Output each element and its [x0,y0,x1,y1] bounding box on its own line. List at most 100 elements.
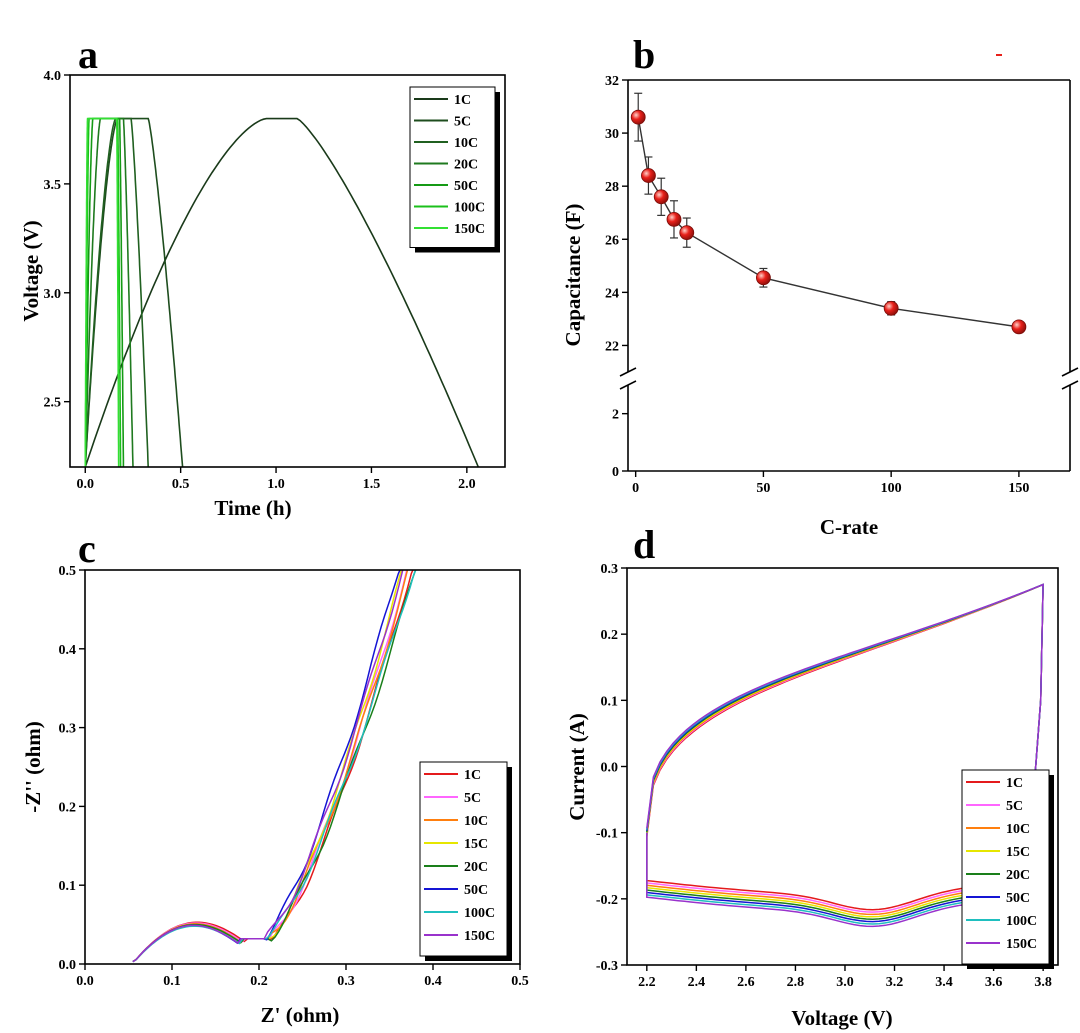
y-tick-label: 0.5 [59,564,77,579]
plot-frame [69,74,506,468]
x-tick-label: 3.2 [886,975,904,990]
data-point [756,270,771,286]
series-line-1C [84,117,480,467]
series-line-1C [132,570,414,963]
x-tick-label: 2.6 [737,975,755,990]
y-tick-label: 28 [605,180,619,195]
curves [84,117,480,467]
axis-break-mark [1061,380,1079,390]
y-tick-label: 30 [605,127,619,142]
legend-label-100C: 100C [464,906,495,921]
x-axis-label: C-rate [820,515,878,539]
y-tick-label: 4.0 [44,69,62,84]
axis-break-mark [619,380,637,390]
y-tick-label: 0.2 [59,800,77,815]
series-line-15C [132,570,403,963]
panel-c: 0.0 0.1 0.2 0.3 0.4 0.5 0.0 0.1 0.2 0.3 0.4 0.5 1C 5C… [21,526,529,1027]
x-tick-label: 3.6 [985,975,1003,990]
y-tick-label: 3.0 [44,287,62,302]
data-point [666,211,682,227]
series-line-20C [132,570,417,963]
series-line-5C [84,117,184,467]
panel-d: 2.2 2.4 2.6 2.8 3.0 3.2 3.4 3.6 3.8 -0.3 -0.2 -0.1 0… [565,522,1059,1030]
axis-break-mark [1061,367,1079,377]
series-line-150C [132,570,404,963]
data-point [1011,319,1027,335]
x-tick-label: 1.5 [363,477,381,492]
legend-box [419,761,508,957]
legend-label-1C: 1C [1006,776,1023,791]
x-tick-label: 3.4 [935,975,953,990]
x-axis-label: Time (h) [214,496,291,520]
legend-label-50C: 50C [464,883,488,898]
legend-label-20C: 20C [1006,868,1030,883]
panel-letter: a [78,32,98,77]
data-point [883,300,899,316]
legend-box [409,86,496,248]
x-tick-label: 0 [632,481,639,496]
y-tick-label: 2.5 [44,396,62,411]
x-tick-label: 3.8 [1034,975,1052,990]
series-line-150C [84,117,120,467]
y-tick-label: -0.3 [596,959,618,974]
y-tick-label: 0.1 [601,694,619,709]
x-tick-label: 0.0 [77,477,95,492]
y-tick-label: 0.0 [59,958,77,973]
x-axis-label: Z' (ohm) [261,1003,340,1027]
y-axis-label: Capacitance (F) [561,204,585,347]
legend-label-15C: 15C [464,837,488,852]
y-tick-label: -0.1 [596,827,618,842]
legend-box [961,769,1050,965]
legend-label-100C: 100C [454,201,485,216]
x-tick-label: 1.0 [267,477,285,492]
legend-label-50C: 50C [454,179,478,194]
legend-label-50C: 50C [1006,891,1030,906]
x-tick-label: 2.8 [787,975,805,990]
y-tick-label: 0 [612,465,619,480]
x-tick-label: 2.2 [638,975,656,990]
series-line-5C [132,570,408,963]
y-tick-label: 0.4 [59,643,77,658]
x-tick-label: 3.0 [836,975,854,990]
y-axis-label: Current (A) [565,713,589,821]
legend-label-150C: 150C [464,929,495,944]
y-tick-label: 3.5 [44,178,62,193]
panel-letter: c [78,526,96,571]
x-tick-label: 0.4 [424,974,442,989]
plot-frame [84,569,521,965]
y-tick-label: -0.2 [596,893,618,908]
legend-label-15C: 15C [1006,845,1030,860]
legend-label-10C: 10C [1006,822,1030,837]
y-tick-label: 32 [605,74,619,89]
x-tick-label: 0.5 [511,974,529,989]
data-point [653,189,669,205]
x-tick-label: 0.1 [163,974,181,989]
y-axis-label: -Z'' (ohm) [21,721,45,813]
legend-label-1C: 1C [464,768,481,783]
y-tick-label: 0.2 [601,628,619,643]
legend-label-5C: 5C [454,115,471,130]
panel-letter: b [633,32,655,77]
x-tick-label: 100 [881,481,902,496]
legend-label-20C: 20C [454,158,478,173]
x-tick-label: 0.5 [172,477,190,492]
legend-label-20C: 20C [464,860,488,875]
panel-a: 0.0 0.5 1.0 1.5 2.0 2.5 3.0 3.5 4.0 1C 5C 10C 20C 50C… [19,32,506,520]
y-tick-label: 26 [605,233,619,248]
y-tick-label: 22 [605,339,619,354]
legend-label-10C: 10C [454,136,478,151]
series-line-10C [132,570,409,963]
x-tick-label: 0.0 [76,974,94,989]
y-tick-label: 0.0 [601,761,619,776]
data-point [679,225,695,241]
y-tick-label: 0.3 [59,722,77,737]
series-line [637,117,1020,328]
y-tick-label: 0.1 [59,879,77,894]
x-tick-label: 2.0 [458,477,476,492]
legend-label-100C: 100C [1006,914,1037,929]
series-line-20C [84,117,134,467]
x-tick-label: 50 [756,481,770,496]
x-axis-label: Voltage (V) [791,1006,892,1030]
panel-letter: d [633,522,655,567]
x-tick-label: 0.3 [337,974,355,989]
